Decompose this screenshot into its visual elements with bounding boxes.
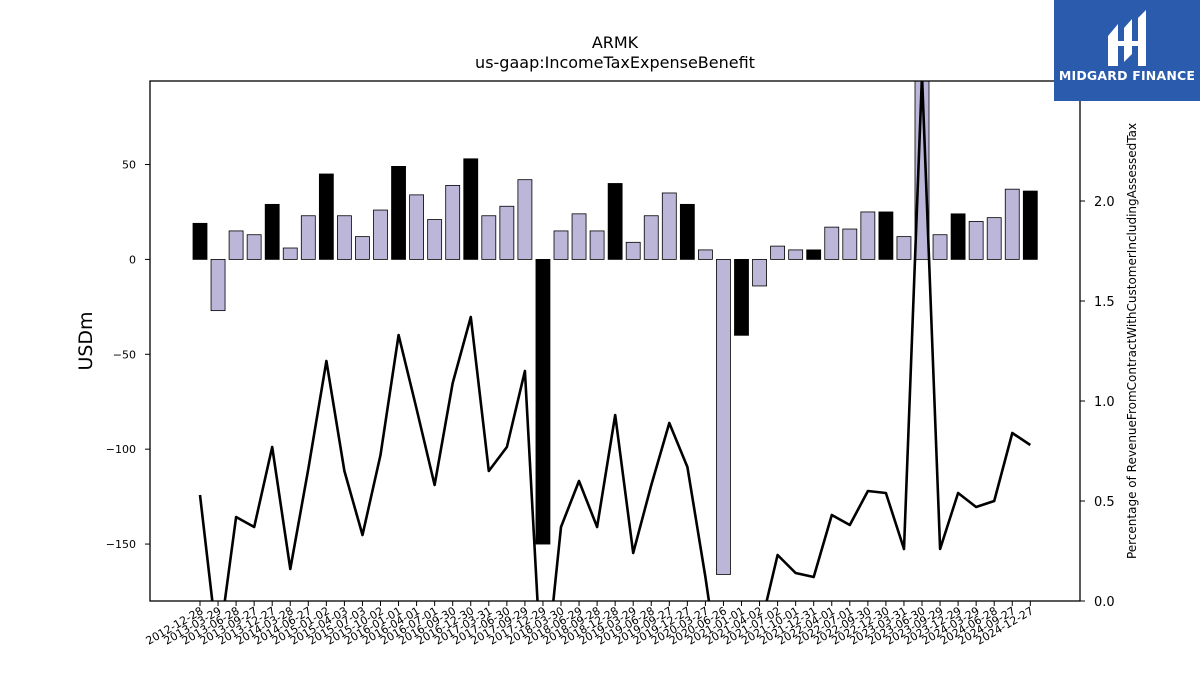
plot-frame — [149, 80, 1081, 602]
bar-2015-04-03 — [336, 215, 352, 260]
bar-2018-12-28 — [607, 183, 623, 260]
bar-2019-03-29 — [625, 241, 641, 260]
bar-2020-03-27 — [698, 249, 713, 260]
midgard-logo-icon — [1108, 10, 1146, 66]
y-tick-label: 0 — [129, 253, 136, 266]
y-tick-label: 50 — [122, 159, 136, 172]
bar-2017-03-31 — [481, 215, 497, 260]
bar-2016-01-01 — [391, 166, 406, 260]
bar-2016-07-01 — [427, 219, 443, 260]
bar-2019-09-27 — [661, 192, 677, 260]
bar-2017-09-29 — [517, 179, 533, 260]
bar-2013-09-27 — [246, 234, 262, 260]
bar-2013-12-27 — [264, 203, 280, 260]
bar-2019-12-27 — [679, 203, 695, 260]
bar-2023-12-29 — [950, 213, 966, 260]
bar-2021-07-02 — [770, 245, 785, 260]
bar-2013-03-29 — [210, 258, 226, 312]
bar-2021-10-01 — [788, 249, 804, 260]
bar-2019-06-28 — [643, 215, 659, 260]
bar-2021-12-31 — [806, 249, 822, 260]
y-right-tick-label: 1.0 — [1094, 395, 1115, 410]
brand-name: MIDGARD FINANCE — [1058, 68, 1196, 83]
bar-2015-07-03 — [355, 236, 370, 260]
bar-2014-03-28 — [282, 247, 298, 260]
y-axis-right-label: Percentage of RevenueFromContractWithCus… — [1125, 123, 1139, 559]
bars-group — [192, 81, 1038, 575]
chart-title: ARMK — [592, 33, 639, 52]
bar-2016-04-01 — [409, 194, 425, 260]
y-tick-label: −100 — [106, 443, 136, 456]
bar-2021-04-02 — [752, 258, 767, 287]
ratio-line — [198, 81, 1032, 601]
bar-2023-06-30 — [914, 81, 930, 260]
bar-2017-12-29 — [535, 258, 551, 545]
axes-group: −150−100−500500.00.51.01.52.02012-12-282… — [106, 159, 1115, 648]
y-right-tick-label: 0.0 — [1094, 595, 1115, 610]
chart-subtitle: us-gaap:IncomeTaxExpenseBenefit — [475, 53, 755, 72]
y-right-tick-label: 1.5 — [1094, 295, 1115, 310]
bar-2015-01-02 — [318, 173, 334, 260]
bar-2022-07-01 — [842, 228, 858, 260]
bar-2020-06-26 — [716, 258, 731, 575]
bar-2018-06-29 — [571, 213, 587, 260]
bar-2022-09-30 — [860, 211, 876, 260]
brand-logo: MIDGARD FINANCE — [1054, 0, 1200, 101]
ratio-line-group — [198, 81, 1032, 601]
bar-2023-03-31 — [896, 236, 912, 260]
bar-2012-12-28 — [192, 222, 208, 260]
bar-2018-09-28 — [589, 230, 605, 260]
bar-2024-09-27 — [1004, 188, 1020, 260]
bar-2023-09-29 — [932, 234, 948, 260]
bar-2024-03-29 — [968, 221, 984, 260]
bar-2022-12-30 — [878, 211, 894, 260]
bar-2021-01-01 — [734, 258, 749, 336]
y-right-tick-label: 0.5 — [1094, 495, 1115, 510]
y-right-tick-label: 2.0 — [1094, 195, 1115, 210]
bar-2015-10-02 — [373, 209, 388, 260]
bar-2014-06-27 — [300, 215, 316, 260]
bar-2024-12-27 — [1022, 190, 1038, 260]
y-tick-label: −50 — [113, 348, 136, 361]
bar-2018-03-30 — [553, 230, 569, 260]
y-axis-label: USDm — [75, 311, 97, 370]
bar-2022-04-01 — [824, 226, 840, 260]
bar-2016-12-30 — [463, 158, 479, 260]
y-tick-label: −150 — [106, 538, 136, 551]
bar-2016-09-30 — [445, 184, 461, 260]
bar-2013-06-28 — [228, 230, 244, 260]
bar-2017-06-30 — [499, 205, 515, 260]
bar-2024-06-28 — [986, 217, 1002, 260]
